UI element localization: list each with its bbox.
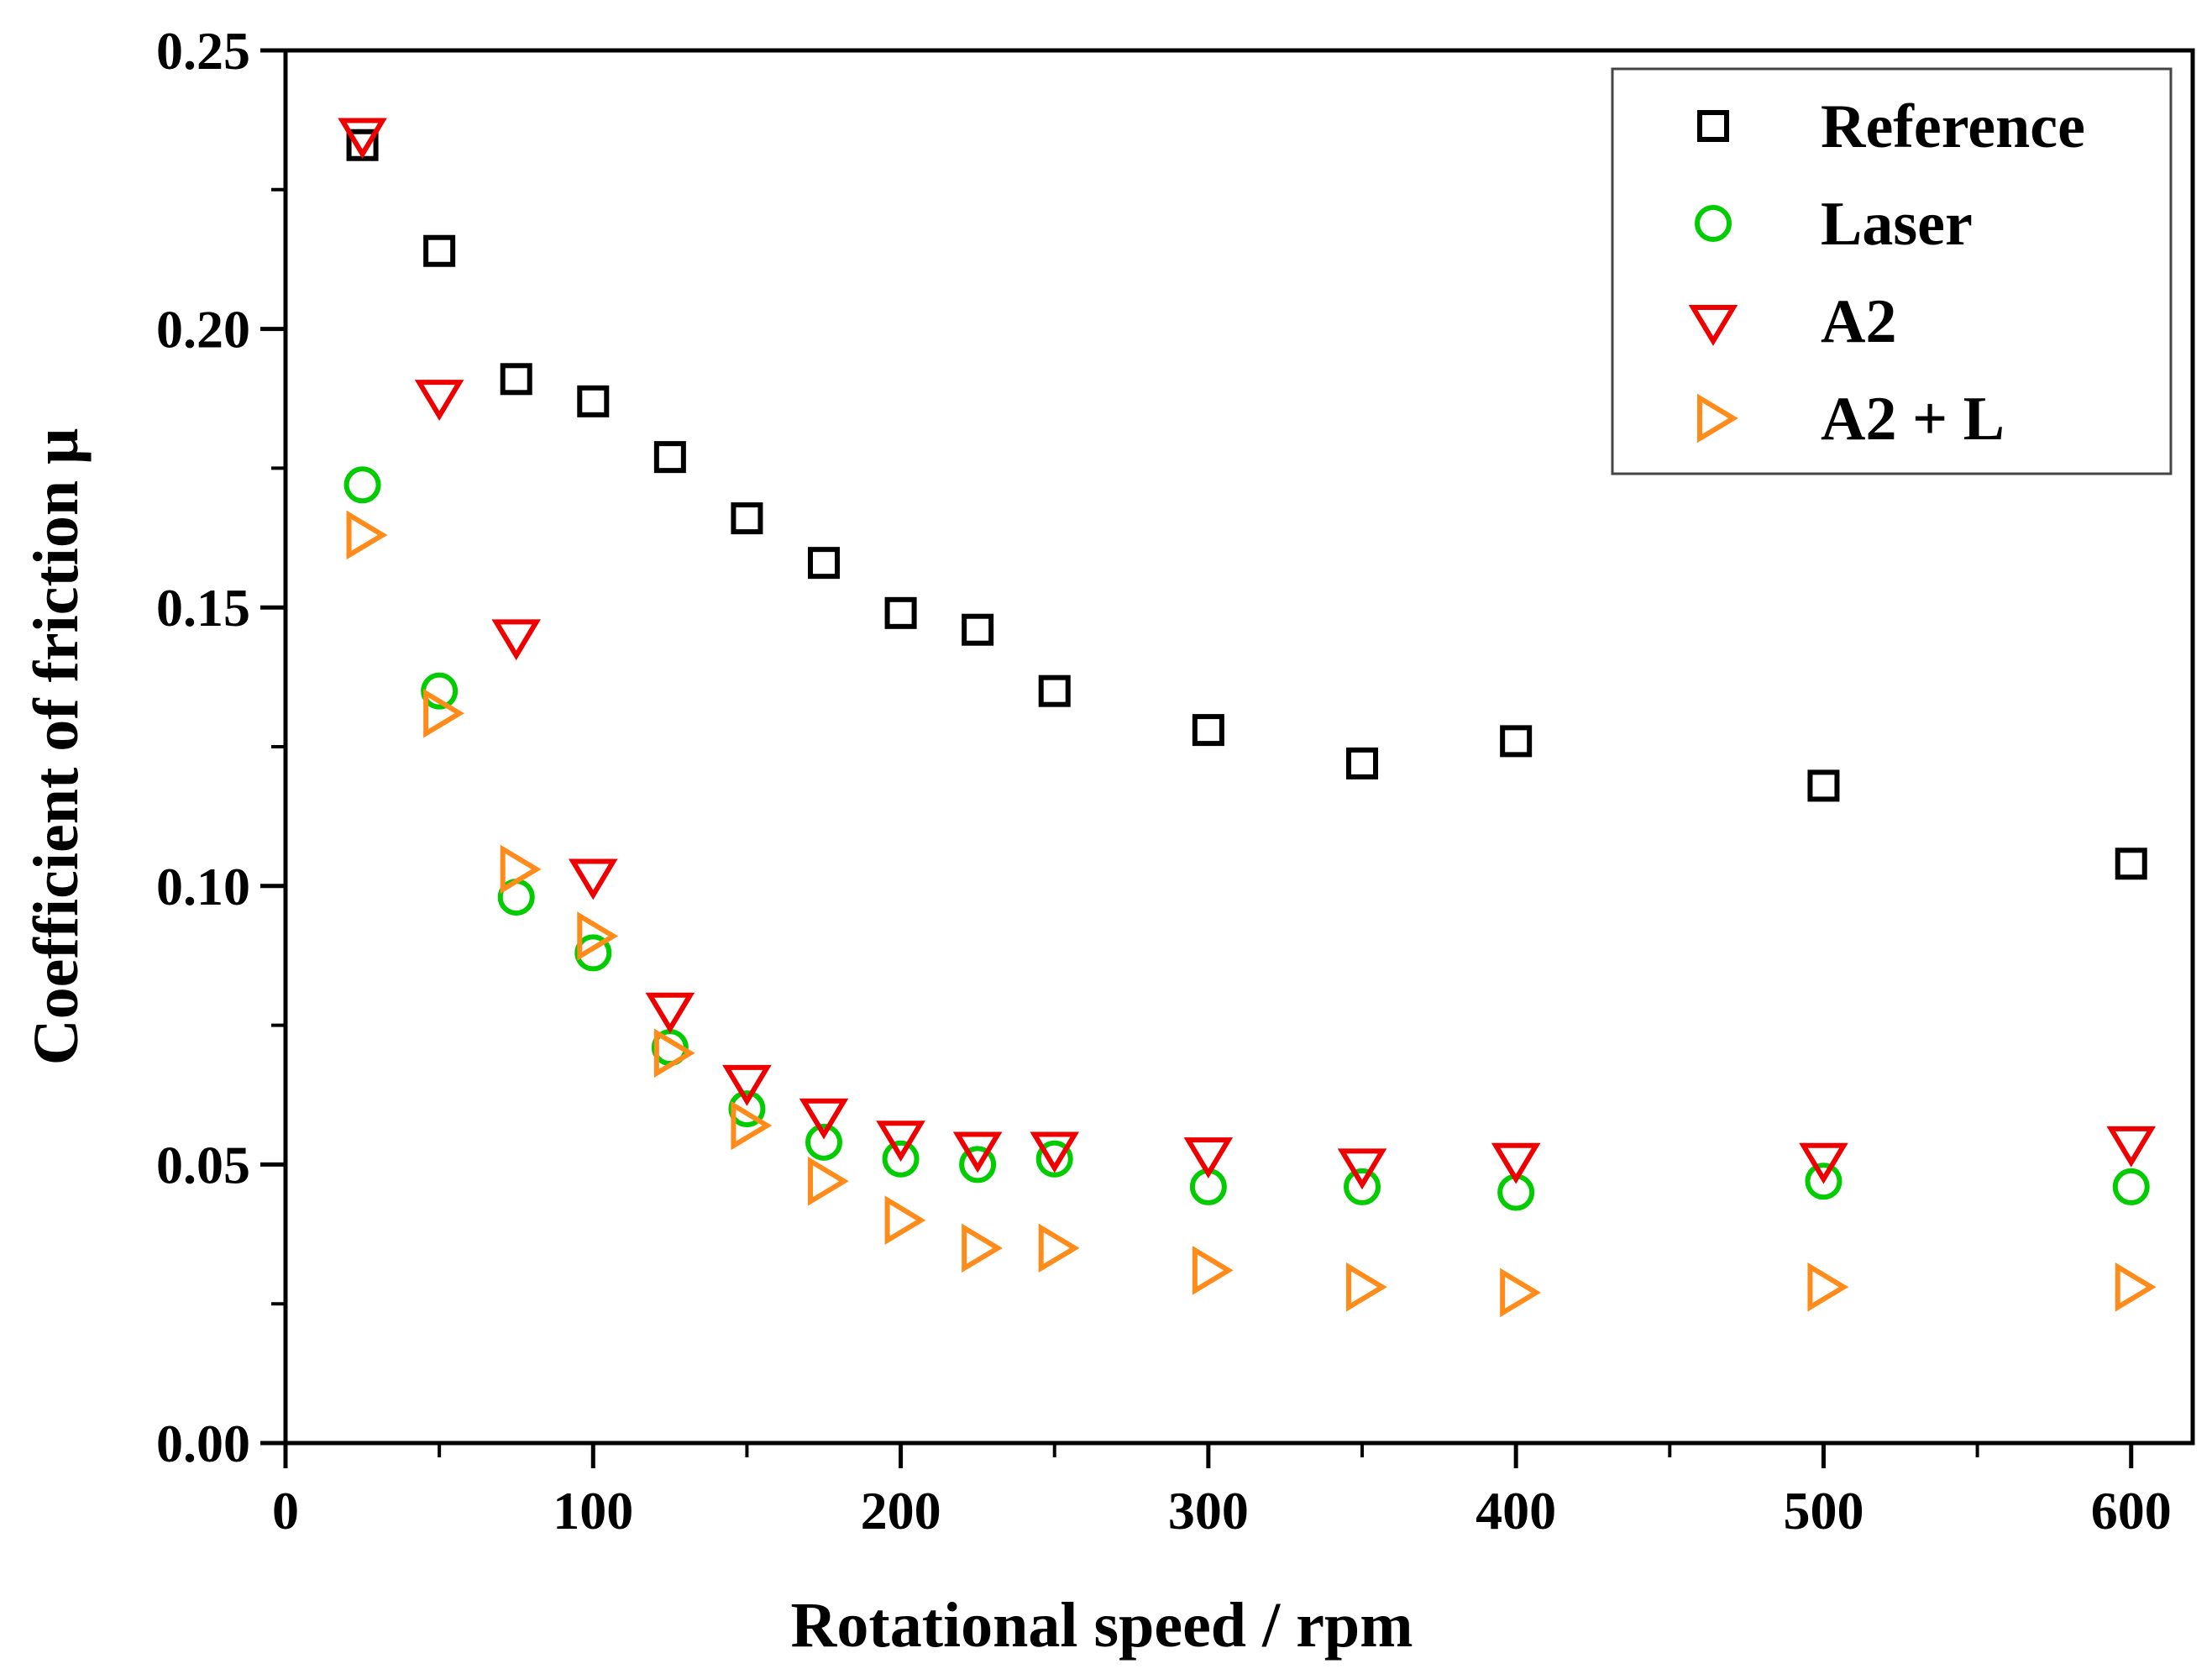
plot-frame — [283, 48, 2195, 1446]
point-reference-125 — [653, 441, 686, 474]
point-a2-l-225 — [962, 1223, 1003, 1273]
point-reference-600 — [2115, 848, 2147, 880]
point-reference-250 — [1038, 674, 1071, 707]
y-tick-label-2: 0.10 — [156, 857, 250, 916]
point-laser-200 — [882, 1140, 920, 1178]
point-a2-l-75 — [500, 844, 542, 895]
point-a2-250 — [1030, 1131, 1080, 1173]
point-a2-l-125 — [653, 1028, 695, 1079]
point-a2-50 — [414, 380, 464, 422]
y-axis-title: Coefficient of friction μ — [21, 428, 92, 1065]
point-a2-l-200 — [884, 1195, 926, 1246]
legend-label-laser: Laser — [1821, 190, 1973, 259]
point-a2-75 — [491, 619, 542, 661]
series-a2-l — [346, 510, 2157, 1318]
x-tick-label-600: 600 — [2091, 1481, 2172, 1540]
x-tick-label-500: 500 — [1783, 1481, 1863, 1540]
ticks-layer: 0 100 200 300 400 500 600 0.00 0.05 0.10 0.15 0.20 0… — [156, 21, 2172, 1540]
point-a2-l-250 — [1038, 1223, 1080, 1273]
point-a2-l-350 — [1346, 1262, 1387, 1312]
x-tick-label-0: 0 — [272, 1481, 299, 1540]
marks-layer — [338, 118, 2157, 1318]
y-tick-label-1: 0.05 — [156, 1135, 250, 1194]
x-tick-label-100: 100 — [553, 1481, 633, 1540]
point-a2-125 — [645, 992, 695, 1034]
point-reference-200 — [884, 596, 917, 629]
y-tick-label-4: 0.20 — [156, 300, 250, 360]
x-axis-title: Rotational speed / rpm — [791, 1590, 1413, 1661]
point-a2-l-300 — [1192, 1246, 1234, 1295]
x-tick-label-400: 400 — [1476, 1481, 1556, 1540]
point-a2-500 — [1799, 1142, 1848, 1184]
x-tick-label-200: 200 — [861, 1481, 941, 1540]
point-laser-25 — [343, 466, 381, 504]
point-laser-600 — [2112, 1168, 2150, 1205]
series-a2 — [338, 118, 2157, 1190]
point-a2-l-150 — [731, 1100, 773, 1151]
point-reference-400 — [1500, 725, 1533, 758]
point-laser-175 — [805, 1123, 843, 1161]
point-reference-350 — [1346, 747, 1379, 779]
point-a2-200 — [876, 1121, 925, 1163]
legend-label-reference: Reference — [1821, 92, 2085, 161]
point-laser-250 — [1035, 1140, 1073, 1178]
point-a2-350 — [1337, 1148, 1387, 1190]
point-a2-25 — [338, 118, 387, 160]
point-laser-50 — [421, 672, 459, 710]
legend-marker-a2-l — [1697, 393, 1738, 443]
point-laser-350 — [1344, 1168, 1381, 1205]
point-reference-100 — [577, 385, 610, 417]
point-reference-500 — [1807, 769, 1840, 802]
point-reference-150 — [731, 502, 763, 535]
point-a2-l-175 — [808, 1156, 849, 1206]
legend-box — [1611, 67, 2173, 475]
legend-marker-a2 — [1688, 305, 1738, 346]
x-tick-label-300: 300 — [1168, 1481, 1249, 1540]
legend-label-a2: A2 — [1821, 287, 1896, 356]
point-a2-400 — [1491, 1142, 1541, 1184]
legend-marker-reference — [1697, 110, 1729, 142]
point-a2-150 — [722, 1064, 772, 1106]
point-a2-600 — [2106, 1126, 2157, 1168]
point-a2-l-500 — [1807, 1262, 1849, 1312]
point-a2-l-25 — [346, 510, 388, 560]
y-tick-label-5: 0.25 — [156, 21, 250, 81]
legend: Reference Laser A2 A2 + L — [1611, 67, 2173, 475]
point-a2-225 — [952, 1131, 1003, 1173]
legend-marker-laser — [1695, 205, 1732, 242]
legend-entries: Reference Laser A2 A2 + L — [1688, 92, 2085, 454]
point-laser-225 — [959, 1146, 997, 1184]
y-tick-label-0: 0.00 — [156, 1414, 250, 1473]
legend-label-a2-l: A2 + L — [1821, 385, 2005, 454]
point-a2-100 — [568, 858, 618, 900]
point-reference-75 — [500, 363, 532, 396]
series-reference — [346, 129, 2147, 880]
point-reference-50 — [423, 234, 456, 267]
y-tick-label-3: 0.15 — [156, 578, 250, 638]
point-a2-l-600 — [2115, 1262, 2157, 1312]
point-a2-l-100 — [577, 911, 619, 961]
point-reference-225 — [962, 613, 994, 646]
point-a2-300 — [1183, 1137, 1234, 1178]
point-laser-500 — [1805, 1163, 1842, 1200]
point-a2-l-400 — [1500, 1267, 1541, 1318]
point-a2-l-50 — [423, 688, 464, 738]
point-reference-300 — [1192, 714, 1224, 747]
point-reference-175 — [808, 547, 841, 580]
point-a2-175 — [799, 1098, 849, 1140]
